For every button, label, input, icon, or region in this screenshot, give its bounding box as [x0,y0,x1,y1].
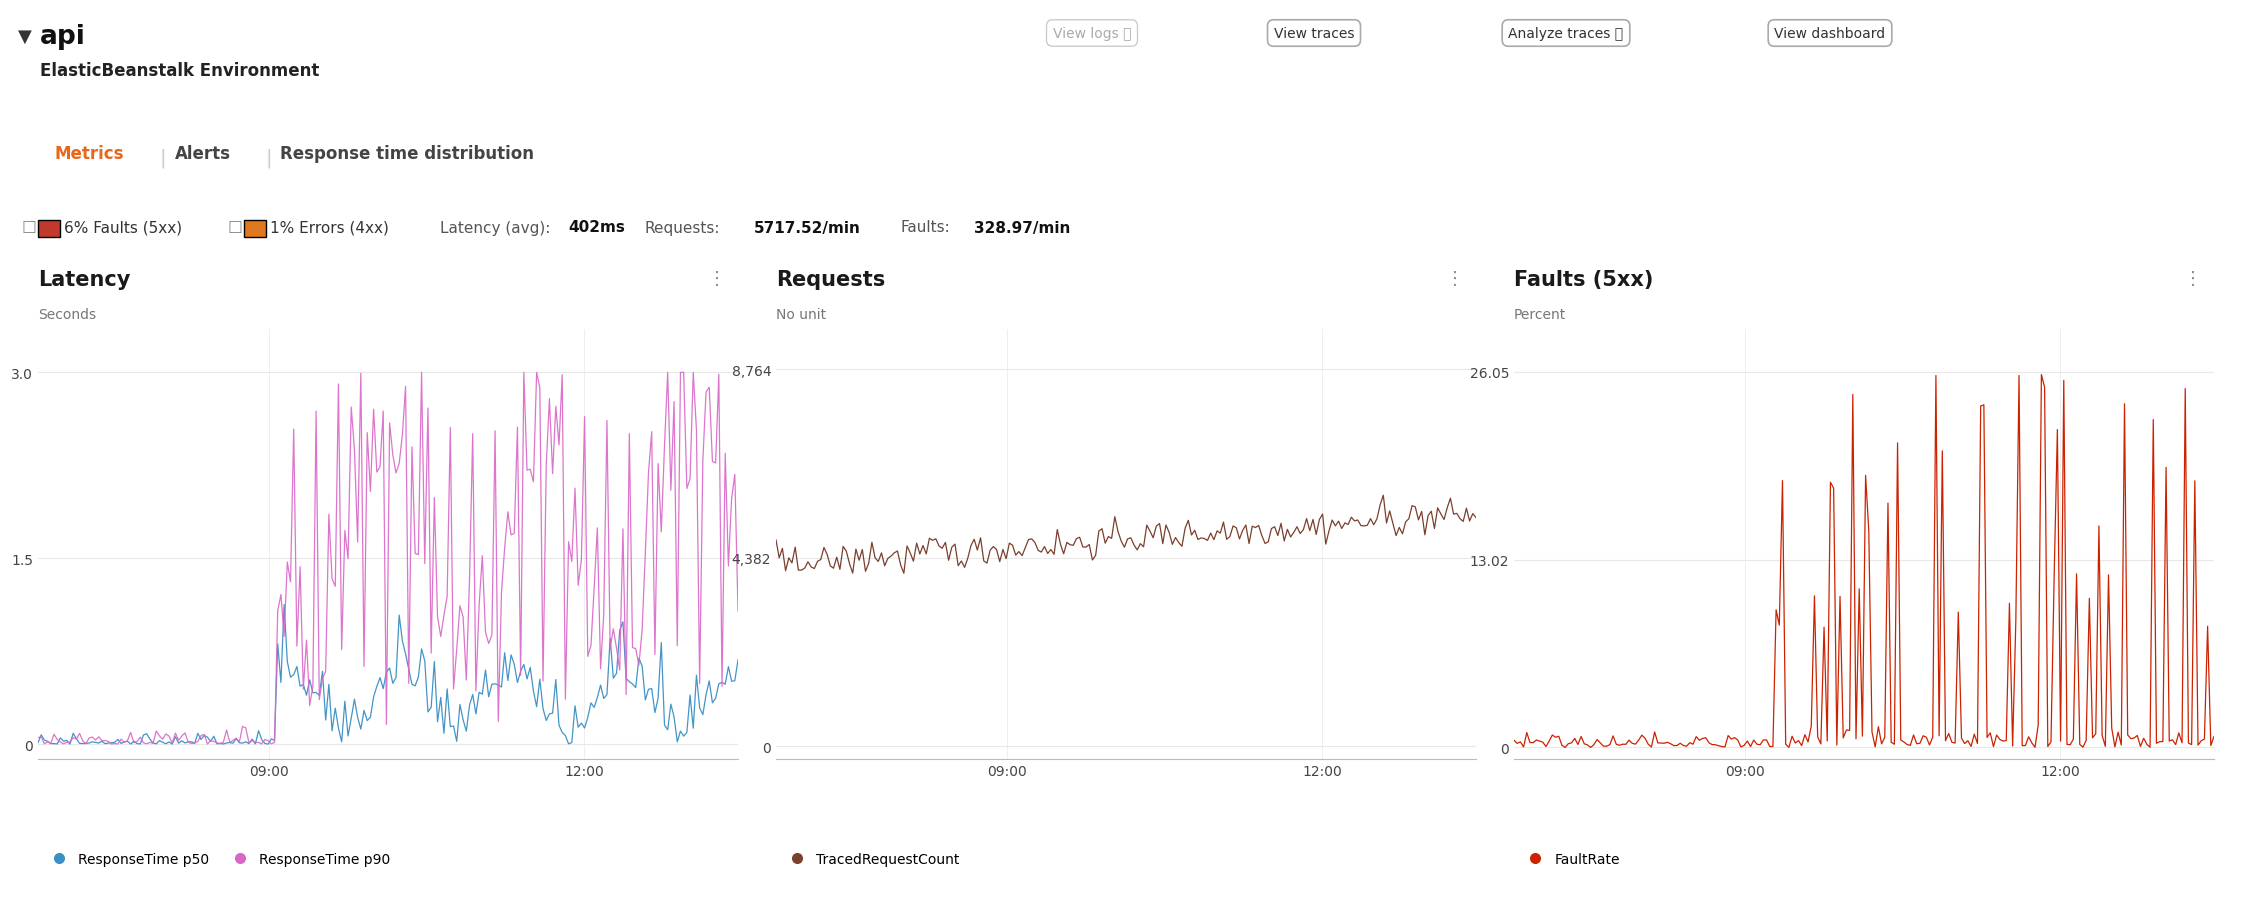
Text: 6% Faults (5xx): 6% Faults (5xx) [63,221,183,235]
Text: ElasticBeanstalk Environment: ElasticBeanstalk Environment [41,62,319,80]
Text: ▼: ▼ [18,28,32,46]
Text: Faults:: Faults: [900,221,950,235]
Legend: ResponseTime p50, ResponseTime p90: ResponseTime p50, ResponseTime p90 [45,852,391,866]
Text: Analyze traces ⧉: Analyze traces ⧉ [1509,27,1624,41]
Text: 1% Errors (4xx): 1% Errors (4xx) [269,221,389,235]
Text: 402ms: 402ms [568,221,624,235]
Text: Percent: Percent [1513,308,1565,322]
Text: Requests:: Requests: [645,221,722,235]
Text: Alerts: Alerts [174,145,231,163]
Text: Latency: Latency [38,269,131,289]
Text: View traces: View traces [1274,27,1355,41]
Text: ☐: ☐ [23,219,36,237]
Text: Requests: Requests [776,269,884,289]
Text: Faults (5xx): Faults (5xx) [1513,269,1654,289]
Text: 5717.52/min: 5717.52/min [753,221,862,235]
Text: ☐: ☐ [228,219,242,237]
Text: api: api [41,24,86,50]
Text: |: | [265,148,271,167]
Text: View logs ⧉: View logs ⧉ [1052,27,1131,41]
Legend: FaultRate: FaultRate [1520,852,1620,866]
Text: ⋮: ⋮ [708,269,726,288]
Text: View dashboard: View dashboard [1773,27,1887,41]
Text: ⋮: ⋮ [1445,269,1464,288]
Text: 328.97/min: 328.97/min [975,221,1070,235]
Text: ⋮: ⋮ [2185,269,2201,288]
Text: No unit: No unit [776,308,826,322]
Text: Seconds: Seconds [38,308,95,322]
Text: Metrics: Metrics [54,145,124,163]
Text: Response time distribution: Response time distribution [280,145,534,163]
Text: |: | [161,148,167,167]
Text: Latency (avg):: Latency (avg): [441,221,550,235]
Legend: TracedRequestCount: TracedRequestCount [783,852,959,866]
